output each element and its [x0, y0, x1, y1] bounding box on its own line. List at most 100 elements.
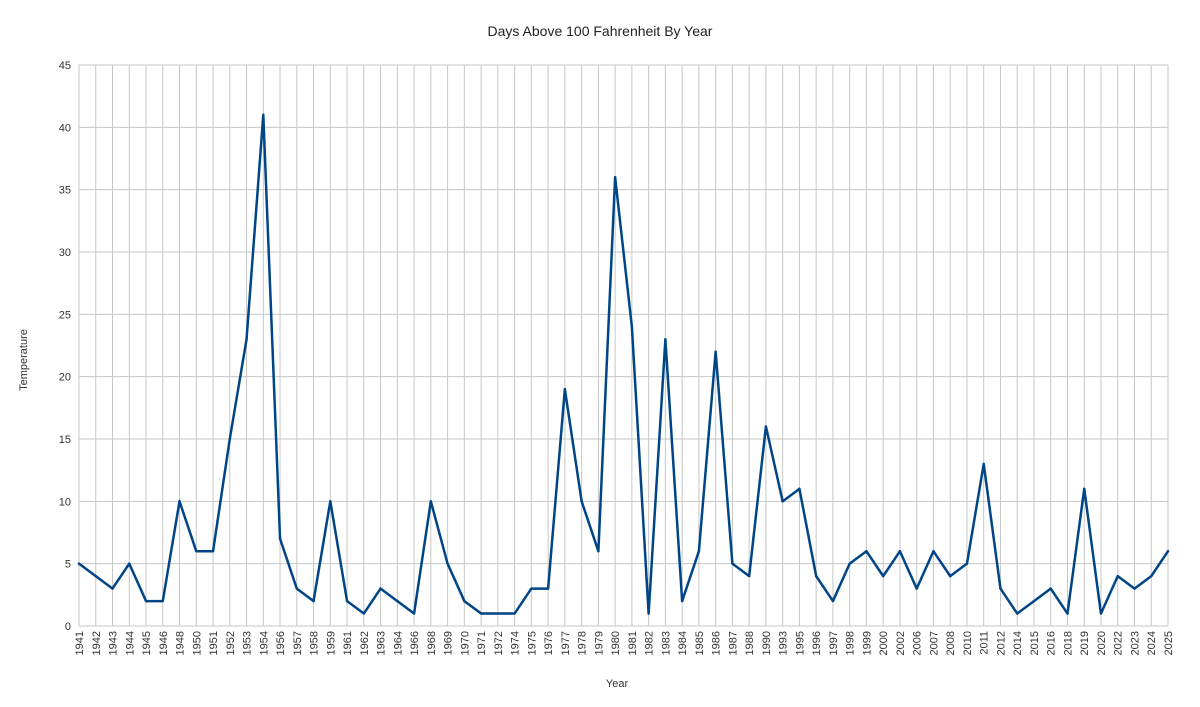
- data-point: [1032, 599, 1036, 603]
- x-tick-label: 1968: [426, 631, 438, 655]
- x-tick-label: 1950: [191, 631, 203, 655]
- x-tick-label: 1959: [325, 631, 337, 655]
- data-point: [982, 462, 985, 466]
- data-point: [77, 562, 81, 565]
- data-point: [345, 599, 349, 603]
- y-tick-label: 35: [59, 185, 71, 197]
- data-point: [781, 500, 784, 503]
- x-tick-label: 1986: [711, 631, 723, 655]
- data-point: [329, 500, 332, 503]
- y-tick-label: 10: [59, 496, 71, 508]
- x-tick-label: 2016: [1046, 631, 1058, 655]
- x-tick-label: 1972: [493, 631, 505, 655]
- grid: [78, 64, 1169, 627]
- data-point: [1016, 612, 1019, 615]
- y-axis-label: Temperature: [18, 329, 30, 391]
- y-tick-label: 30: [59, 247, 71, 259]
- x-tick-label: 1993: [778, 631, 790, 655]
- data-point: [362, 612, 366, 615]
- x-tick-label: 1966: [409, 631, 421, 655]
- x-tick-label: 1976: [543, 631, 555, 655]
- data-point: [1166, 550, 1170, 553]
- x-tick-label: 2018: [1062, 631, 1074, 655]
- data-point: [463, 599, 466, 603]
- data-point: [312, 599, 315, 603]
- x-tick-label: 1970: [459, 631, 471, 655]
- x-tick-label: 1990: [761, 631, 773, 655]
- data-point: [1049, 587, 1052, 590]
- x-tick-label: 1954: [258, 631, 270, 655]
- data-point: [178, 500, 181, 503]
- data-point: [144, 599, 148, 603]
- x-tick-label: 1987: [727, 631, 739, 655]
- x-tick-label: 1985: [694, 631, 706, 655]
- x-tick-label: 1996: [811, 631, 823, 655]
- data-point: [647, 612, 650, 615]
- x-tick-label: 1979: [593, 631, 605, 655]
- x-tick-label: 1953: [242, 631, 254, 655]
- y-tick-label: 40: [59, 122, 71, 134]
- x-tick-label: 1978: [577, 631, 589, 655]
- data-point: [714, 350, 717, 353]
- data-point: [446, 562, 449, 565]
- data-point: [1099, 612, 1103, 615]
- x-tick-label: 1963: [376, 631, 388, 655]
- x-tick-label: 1942: [91, 631, 103, 655]
- data-point: [613, 176, 617, 179]
- data-point: [680, 599, 684, 603]
- x-axis-ticks: 1941 1942 1943 1944 1945 1946 1948 1950 1951 1952…: [74, 631, 1175, 655]
- data-point: [747, 574, 751, 578]
- x-tick-label: 2000: [878, 631, 890, 655]
- data-point: [396, 599, 399, 603]
- x-tick-label: 1997: [828, 631, 840, 655]
- x-tick-label: 1957: [292, 631, 304, 655]
- data-point: [563, 387, 567, 391]
- data-point: [1133, 587, 1136, 590]
- data-point: [580, 500, 583, 503]
- x-tick-label: 1948: [175, 631, 187, 655]
- x-tick-label: 1988: [744, 631, 756, 655]
- data-point: [228, 437, 231, 441]
- data-point: [513, 612, 516, 615]
- y-tick-label: 25: [59, 309, 71, 321]
- data-point: [932, 550, 935, 553]
- x-tick-label: 1945: [141, 631, 153, 655]
- x-tick-label: 2002: [895, 631, 907, 655]
- x-tick-label: 1981: [627, 631, 639, 655]
- data-point: [965, 562, 969, 565]
- data-point: [496, 612, 500, 615]
- x-tick-label: 2020: [1096, 631, 1108, 655]
- data-point: [764, 425, 768, 428]
- data-point: [881, 574, 885, 578]
- data-point: [798, 487, 801, 491]
- x-tick-label: 1998: [845, 631, 857, 655]
- x-tick-label: 2007: [928, 631, 940, 655]
- y-tick-label: 15: [59, 434, 71, 446]
- x-tick-label: 1964: [392, 631, 404, 655]
- x-tick-label: 1956: [275, 631, 287, 655]
- y-tick-label: 20: [59, 372, 71, 384]
- x-tick-label: 1971: [476, 631, 488, 655]
- data-point: [697, 550, 701, 553]
- data-point: [597, 550, 600, 553]
- x-tick-label: 2019: [1079, 631, 1091, 655]
- data-point: [865, 550, 868, 553]
- data-point: [94, 574, 97, 578]
- data-point: [999, 587, 1002, 590]
- x-tick-label: 1961: [342, 631, 354, 655]
- data-point: [915, 587, 918, 590]
- x-tick-label: 1946: [158, 631, 170, 655]
- data-point: [664, 338, 667, 341]
- x-tick-label: 1984: [677, 631, 689, 655]
- x-tick-label: 1952: [225, 631, 237, 655]
- data-point: [128, 562, 131, 565]
- series-layer: [77, 113, 1170, 615]
- data-point: [412, 612, 416, 615]
- data-point: [1066, 612, 1069, 615]
- x-tick-label: 1980: [610, 631, 622, 655]
- data-point: [111, 587, 114, 590]
- x-tick-label: 2006: [912, 631, 924, 655]
- data-point: [262, 113, 265, 117]
